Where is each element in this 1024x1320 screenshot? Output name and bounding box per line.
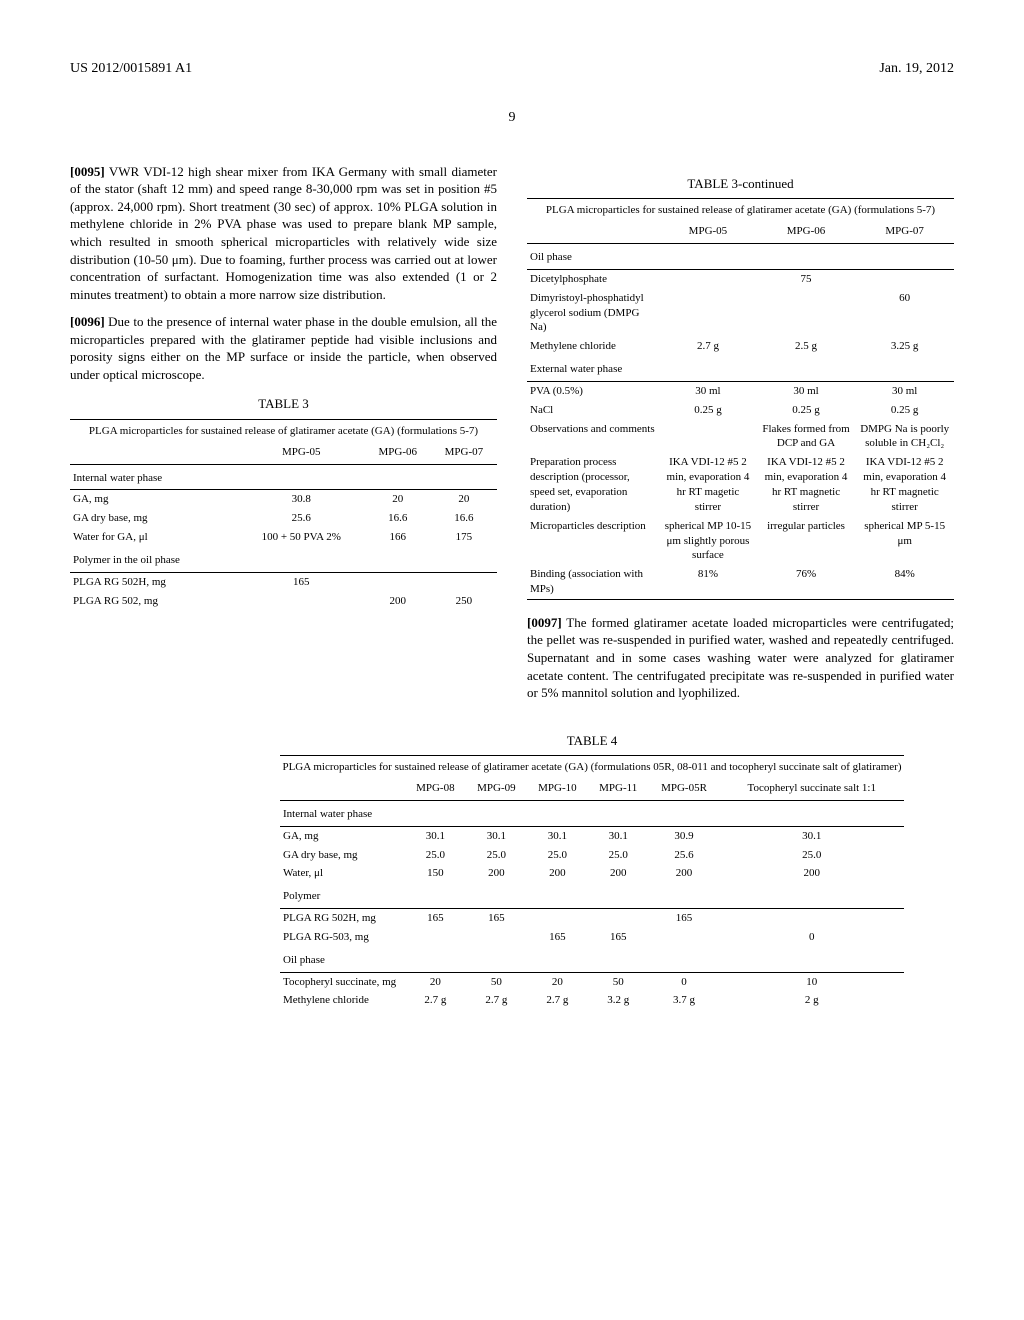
pub-date: Jan. 19, 2012 (879, 60, 954, 79)
table-row: PLGA RG 502H, mg165 (70, 572, 497, 591)
table3-subtitle: PLGA microparticles for sustained releas… (70, 419, 497, 439)
table-row: Water, μl150200200200200200 (280, 864, 904, 883)
paragraph-96: [0096] Due to the presence of internal w… (70, 313, 497, 383)
para-label: [0096] (70, 314, 105, 329)
table-row: PVA (0.5%)30 ml30 ml30 ml (527, 381, 954, 400)
table-row: Observations and commentsFlakes formed f… (527, 420, 954, 454)
table-row: PLGA RG 502H, mg165165165 (280, 909, 904, 928)
table-row: GA dry base, mg25.616.616.6 (70, 509, 497, 528)
table3: MPG-05 MPG-06 MPG-07 Internal water phas… (70, 441, 497, 611)
left-column: [0095] VWR VDI-12 high shear mixer from … (70, 163, 497, 712)
table3-continued: MPG-05 MPG-06 MPG-07 Oil phase Dicetylph… (527, 220, 954, 600)
table-row: Dimyristoyl-phosphatidyl glycerol sodium… (527, 289, 954, 338)
section-label: Internal water phase (280, 800, 405, 826)
col-head: MPG-07 (431, 441, 497, 464)
para-text: Due to the presence of internal water ph… (70, 314, 497, 382)
table4: MPG-08 MPG-09 MPG-10 MPG-11 MPG-05R Toco… (280, 777, 904, 1010)
table4-caption: TABLE 4 (280, 732, 904, 750)
para-label: [0097] (527, 615, 562, 630)
table4-section: TABLE 4 PLGA microparticles for sustaine… (70, 732, 954, 1011)
para-text: The formed glatiramer acetate loaded mic… (527, 615, 954, 700)
section-label: Oil phase (527, 244, 659, 270)
table-row: Water for GA, μl100 + 50 PVA 2%166175 (70, 528, 497, 547)
section-label: Oil phase (280, 947, 405, 972)
paragraph-95: [0095] VWR VDI-12 high shear mixer from … (70, 163, 497, 303)
col-head: Tocopheryl succinate salt 1:1 (720, 777, 904, 800)
table-row: PLGA RG 502, mg200250 (70, 592, 497, 611)
table4-subtitle: PLGA microparticles for sustained releas… (280, 755, 904, 775)
table-row: PLGA RG-503, mg1651650 (280, 928, 904, 947)
col-head: MPG-05R (648, 777, 719, 800)
col-head: MPG-11 (588, 777, 649, 800)
table-row: Binding (association with MPs)81%76%84% (527, 565, 954, 599)
table-row: Tocopheryl succinate, mg20502050010 (280, 972, 904, 991)
table-row: Methylene chloride2.7 g2.5 g3.25 g (527, 337, 954, 356)
col-head: MPG-06 (757, 220, 856, 243)
table3cont-subtitle: PLGA microparticles for sustained releas… (527, 198, 954, 218)
para-label: [0095] (70, 164, 105, 179)
table-row: GA, mg30.82020 (70, 490, 497, 509)
paragraph-97: [0097] The formed glatiramer acetate loa… (527, 614, 954, 702)
section-label: Polymer (280, 883, 405, 908)
col-head: MPG-10 (527, 777, 588, 800)
table-row: NaCl0.25 g0.25 g0.25 g (527, 401, 954, 420)
col-head: MPG-07 (855, 220, 954, 243)
table-row: Microparticles descriptionspherical MP 1… (527, 517, 954, 566)
page-number: 9 (70, 109, 954, 128)
table-row: GA, mg30.130.130.130.130.930.1 (280, 826, 904, 845)
col-head: MPG-09 (466, 777, 527, 800)
table-row: Dicetylphosphate75 (527, 269, 954, 288)
section-label: Internal water phase (70, 464, 238, 490)
col-head: MPG-08 (405, 777, 466, 800)
col-head: MPG-05 (659, 220, 757, 243)
table-row: Preparation process description (process… (527, 453, 954, 516)
table3-caption: TABLE 3 (70, 395, 497, 413)
col-head: MPG-06 (365, 441, 431, 464)
pub-number: US 2012/0015891 A1 (70, 60, 192, 79)
col-head: MPG-05 (238, 441, 365, 464)
para-text: VWR VDI-12 high shear mixer from IKA Ger… (70, 164, 497, 302)
section-label: Polymer in the oil phase (70, 547, 238, 572)
table3cont-caption: TABLE 3-continued (527, 175, 954, 193)
table-row: Methylene chloride2.7 g2.7 g2.7 g3.2 g3.… (280, 991, 904, 1010)
right-column: TABLE 3-continued PLGA microparticles fo… (527, 163, 954, 712)
page-header: US 2012/0015891 A1 Jan. 19, 2012 (70, 60, 954, 79)
section-label: External water phase (527, 356, 659, 381)
two-column-layout: [0095] VWR VDI-12 high shear mixer from … (70, 163, 954, 712)
table-row: GA dry base, mg25.025.025.025.025.625.0 (280, 846, 904, 865)
